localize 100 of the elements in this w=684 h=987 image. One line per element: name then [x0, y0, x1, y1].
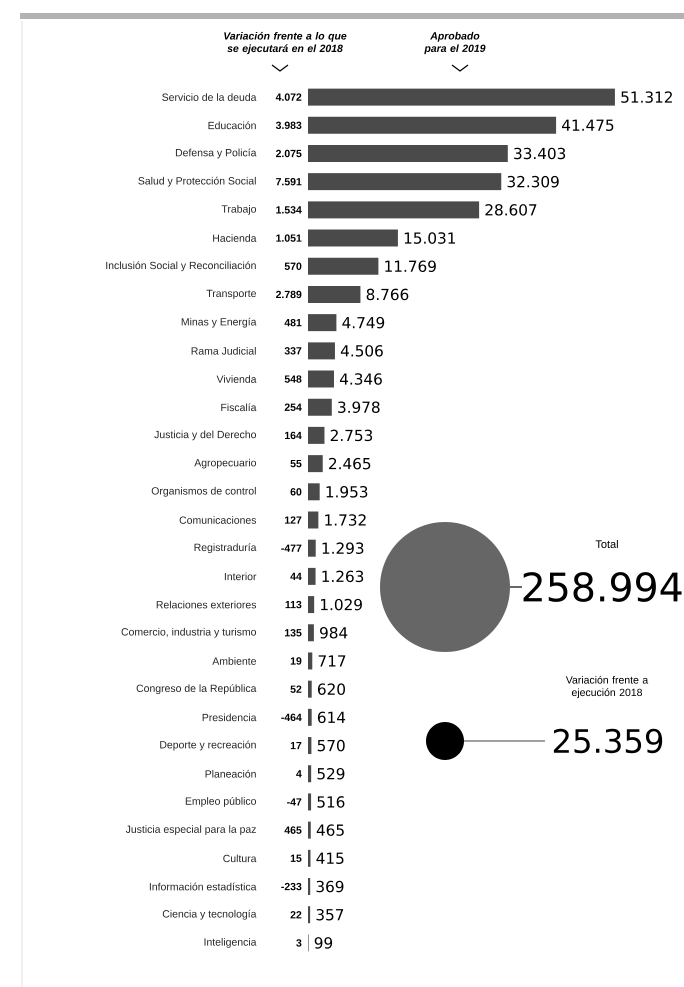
bar — [308, 878, 310, 896]
text: 55 — [290, 460, 302, 468]
text: 4.072 — [276, 93, 302, 101]
data-label: 1.263 — [322, 570, 364, 582]
y-tick-label: Fiscalía — [221, 403, 256, 412]
data-label: 2.753 — [330, 430, 372, 442]
bar — [308, 568, 316, 585]
text: 3 — [296, 939, 302, 947]
y-tick-label: Justicia especial para la paz — [126, 825, 256, 836]
y-tick-label: Congreso de la República — [136, 684, 256, 694]
bar — [308, 455, 323, 472]
y-tick-label: Ambiente — [212, 657, 256, 665]
y-tick-label: Planeación — [206, 770, 256, 778]
text: 164 — [285, 432, 302, 440]
data-label: 1.293 — [322, 542, 364, 554]
data-label: 11.769 — [385, 260, 436, 272]
data-label: 357 — [316, 908, 344, 920]
y-tick-label: Comercio, industria y turismo — [122, 628, 256, 638]
bar — [308, 144, 508, 162]
text: 570 — [284, 262, 302, 270]
data-label: 28.607 — [485, 204, 536, 216]
bar — [308, 286, 360, 303]
text: 60 — [290, 488, 302, 496]
y-tick-label: Hacienda — [213, 234, 256, 242]
data-label: 570 — [318, 740, 345, 752]
bar — [308, 201, 480, 218]
text: 2.075 — [276, 150, 302, 158]
y-tick-label: Defensa y Policía — [176, 148, 256, 158]
y-tick-label: Inclusión Social y Reconciliación — [106, 261, 256, 272]
text: -47 — [287, 798, 302, 806]
text: -477 — [281, 544, 302, 552]
y-tick-label: Empleo público — [186, 797, 256, 807]
y-tick-label: Cultura — [223, 854, 256, 862]
data-label: 33.403 — [514, 148, 566, 160]
bar — [308, 652, 312, 670]
annotation: Variación frente a ejecución 2018 — [566, 676, 648, 698]
annotation: Total — [596, 540, 618, 548]
annotation: 258.994 — [524, 572, 682, 602]
bar — [308, 173, 502, 190]
data-label: 614 — [318, 712, 346, 724]
y-tick-label: Inteligencia — [204, 938, 256, 948]
data-label: 4.506 — [340, 345, 383, 357]
y-tick-label: Trabajo — [222, 204, 256, 215]
data-label: 984 — [320, 627, 348, 639]
bar — [308, 88, 615, 106]
y-tick-label: Agropecuario — [194, 458, 256, 468]
bar — [308, 512, 318, 528]
data-label: 1.029 — [321, 598, 362, 610]
y-tick-label: Organismos de control — [152, 486, 256, 497]
text: 127 — [285, 516, 302, 524]
data-label: 4.749 — [342, 316, 384, 328]
y-tick-label: Educación — [208, 121, 256, 130]
text: 548 — [284, 375, 302, 383]
data-label: 717 — [318, 655, 346, 667]
data-label: 465 — [316, 824, 344, 836]
y-tick-label: Registraduría — [194, 543, 256, 554]
bar — [308, 314, 336, 332]
bar — [308, 342, 335, 360]
bar — [308, 596, 314, 614]
data-label: 529 — [318, 768, 344, 780]
text: -233 — [281, 882, 302, 890]
bar — [308, 822, 311, 839]
text: 44 — [290, 572, 302, 580]
data-label: 1.732 — [325, 514, 366, 526]
data-label: 2.465 — [329, 458, 370, 470]
bar — [308, 850, 310, 867]
text: 19 — [290, 657, 302, 665]
text: 113 — [286, 600, 302, 608]
data-label: 41.475 — [562, 120, 614, 131]
text: 4 — [296, 770, 302, 778]
y-tick-label: Servicio de la deuda — [162, 93, 256, 101]
text: 22 — [290, 911, 302, 918]
data-label: 15.031 — [404, 232, 456, 244]
text: 2.789 — [276, 290, 302, 298]
text: Aprobado para el 2019 — [424, 32, 486, 54]
bar — [308, 793, 312, 810]
data-label: 4.346 — [340, 373, 382, 385]
data-label: 32.309 — [508, 176, 559, 188]
text: 17 — [290, 742, 302, 750]
data-label: 1.953 — [326, 486, 368, 498]
bar — [308, 230, 398, 247]
bar — [308, 426, 324, 444]
data-label: 369 — [316, 880, 344, 892]
bar — [308, 540, 316, 557]
y-tick-label: Minas y Energía — [182, 318, 256, 328]
text: 135 — [285, 629, 302, 636]
data-label: 8.766 — [366, 288, 408, 300]
text: 52 — [290, 685, 302, 693]
y-tick-label: Salud y Protección Social — [138, 176, 256, 187]
bar — [308, 258, 378, 275]
data-label: 620 — [318, 683, 345, 695]
data-label: 516 — [317, 796, 344, 808]
bar — [308, 737, 312, 754]
y-tick-label: Deporte y recreación — [160, 740, 256, 750]
y-tick-label: Presidencia — [202, 714, 256, 722]
bar — [308, 370, 334, 388]
text: 15 — [290, 854, 302, 862]
bar — [308, 765, 312, 782]
text: 1.051 — [276, 234, 302, 242]
data-label: 51.312 — [621, 91, 672, 103]
